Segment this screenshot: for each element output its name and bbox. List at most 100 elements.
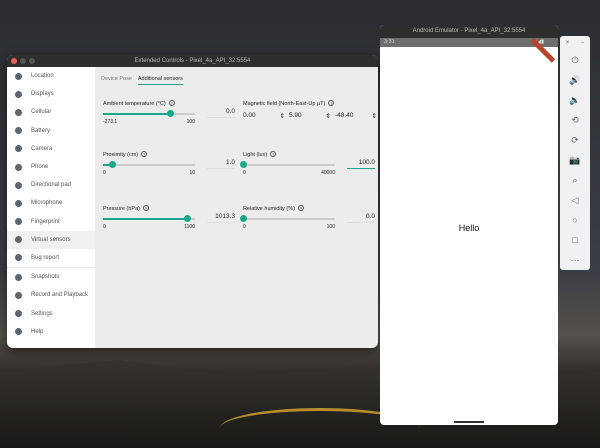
maximize-button[interactable]	[29, 58, 35, 64]
magnetic-z-input[interactable]: -48.40 ⇕	[335, 112, 377, 120]
proximity-min: 0	[103, 170, 106, 176]
close-button[interactable]	[11, 58, 17, 64]
sidebar-item-phone[interactable]: Phone	[7, 158, 95, 176]
humidity-label: Relative humidity (%)	[243, 206, 295, 212]
camera-icon[interactable]: 📷	[569, 154, 581, 165]
volume-down-icon[interactable]: 🔉	[569, 94, 581, 105]
android-emulator-window: Android Emulator - Pixel_4a_API_32:5554 …	[380, 25, 558, 425]
humidity-value-input[interactable]: 0.0	[347, 213, 375, 223]
help-icon[interactable]: ?	[297, 205, 304, 211]
emulator-title[interactable]: Android Emulator - Pixel_4a_API_32:5554	[380, 25, 558, 38]
fingerprint-icon	[15, 218, 22, 226]
magnetic-x-input[interactable]: 0.00 ⇕	[243, 112, 285, 120]
rotate-icon	[15, 236, 22, 244]
spinner-icon: ⇕	[371, 113, 377, 120]
slider-thumb[interactable]	[108, 161, 116, 168]
pressure-sensor: Pressure (hPa)? 0 1100 1013.3	[103, 205, 235, 230]
rotate-left-icon[interactable]: ⟲	[571, 114, 579, 125]
spinner-icon: ⇕	[279, 113, 285, 120]
pressure-min: 0	[103, 224, 106, 230]
display-icon	[15, 90, 22, 98]
ambient-slider[interactable]	[103, 110, 195, 117]
video-icon	[15, 291, 22, 299]
sidebar-item-microphone[interactable]: Microphone	[7, 194, 95, 212]
status-bar: 3:31▾◢▮	[380, 38, 558, 63]
home-icon[interactable]: ○	[572, 215, 578, 225]
sidebar-item-settings[interactable]: Settings	[7, 304, 95, 322]
power-icon[interactable]: ⏻	[571, 54, 579, 65]
help-icon[interactable]: ?	[270, 151, 277, 157]
help-icon[interactable]: ?	[141, 151, 148, 157]
sidebar-item-label: Bug report	[31, 254, 60, 261]
pressure-value-input[interactable]: 1013.3	[207, 213, 235, 223]
ambient-label: Ambient temperature (°C)	[103, 101, 166, 107]
tab-additional-sensors[interactable]: Additional sensors	[137, 76, 183, 85]
battery-icon	[15, 127, 22, 135]
sidebar-item-cellular[interactable]: Cellular	[7, 103, 95, 121]
zoom-icon[interactable]: ⌕	[572, 174, 578, 185]
minimize-emulator-button[interactable]: −	[580, 40, 585, 46]
sidebar-item-snapshots[interactable]: Snapshots	[7, 268, 95, 286]
sidebar-item-displays[interactable]: Displays	[7, 85, 95, 103]
bug-icon	[15, 254, 22, 262]
slider-thumb[interactable]	[239, 161, 247, 168]
extended-controls-window: Extended Controls - Pixel_4a_API_32:5554…	[7, 55, 378, 348]
back-icon[interactable]: ◁	[571, 194, 579, 205]
ambient-value-input[interactable]: 0.0	[207, 108, 235, 118]
light-value-input[interactable]: 100.0	[347, 159, 375, 169]
sidebar-item-directional-pad[interactable]: Directional pad	[7, 176, 95, 194]
emulator-toolbar: × − ⏻ 🔊 🔉 ⟲ ⟳ 📷 ⌕ ◁ ○ □ ⋯	[560, 36, 590, 270]
light-min: 0	[243, 170, 246, 176]
sidebar-item-record-and-playback[interactable]: Record and Playback	[7, 286, 95, 304]
more-icon[interactable]: ⋯	[570, 254, 580, 265]
magnetic-y-input[interactable]: 5.90 ⇕	[289, 112, 331, 120]
humidity-min: 0	[243, 224, 246, 230]
camera-icon	[15, 145, 22, 153]
sidebar-item-fingerprint[interactable]: Fingerprint	[7, 213, 95, 231]
proximity-slider[interactable]	[103, 161, 195, 168]
sidebar-item-label: Phone	[31, 164, 49, 171]
volume-up-icon[interactable]: 🔊	[569, 74, 581, 85]
sidebar-item-location[interactable]: Location	[7, 67, 95, 85]
sidebar-item-label: Help	[31, 328, 44, 335]
hello-text: Hello	[458, 223, 480, 233]
proximity-value-input[interactable]: 1.0	[207, 159, 235, 169]
slider-thumb[interactable]	[184, 215, 192, 222]
tab-device-pose[interactable]: Device Pose	[101, 76, 132, 82]
sidebar-item-label: Virtual sensors	[31, 236, 71, 243]
sidebar-item-virtual-sensors[interactable]: Virtual sensors	[7, 230, 95, 249]
pressure-slider[interactable]	[103, 215, 195, 222]
sidebar-item-label: Snapshots	[31, 274, 60, 281]
sidebar-item-label: Directional pad	[31, 182, 72, 189]
pressure-label: Pressure (hPa)	[103, 206, 140, 212]
sidebar-item-camera[interactable]: Camera	[7, 140, 95, 158]
sidebar-item-help[interactable]: Help	[7, 323, 95, 341]
sidebar-item-battery[interactable]: Battery	[7, 122, 95, 140]
humidity-slider[interactable]	[239, 215, 335, 222]
window-titlebar[interactable]: Extended Controls - Pixel_4a_API_32:5554	[7, 55, 378, 67]
help-icon	[15, 328, 22, 336]
close-emulator-button[interactable]: ×	[565, 40, 570, 46]
help-icon[interactable]: ?	[328, 100, 335, 106]
minimize-button[interactable]	[20, 58, 26, 64]
help-icon[interactable]: ?	[143, 205, 149, 211]
magnetic-field-sensor: Magnetic field (North-East-Up µT)? 0.00 ⇕…	[243, 100, 378, 120]
history-icon	[15, 273, 22, 281]
sidebar-item-bug-report[interactable]: Bug report	[7, 249, 95, 267]
slider-thumb[interactable]	[239, 215, 247, 222]
sidebar-item-label: Settings	[31, 310, 53, 317]
help-icon[interactable]: ?	[168, 100, 175, 106]
sidebar-item-label: Battery	[31, 127, 51, 134]
rotate-right-icon[interactable]: ⟳	[571, 134, 579, 145]
sidebar-item-label: Microphone	[31, 200, 63, 207]
ambient-max: 100	[186, 119, 195, 125]
humidity-sensor: Relative humidity (%)? 0 100 0.0	[239, 205, 375, 230]
overview-icon[interactable]: □	[572, 235, 578, 245]
sidebar-item-label: Cellular	[31, 109, 52, 116]
desktop-road	[220, 408, 420, 448]
light-slider[interactable]	[239, 161, 335, 168]
slider-thumb[interactable]	[166, 110, 174, 117]
home-indicator[interactable]	[454, 421, 484, 423]
window-title: Extended Controls - Pixel_4a_API_32:5554	[134, 58, 251, 64]
ambient-sensor: Ambient temperature (°C)? -273.1 100 0.0	[103, 100, 235, 125]
